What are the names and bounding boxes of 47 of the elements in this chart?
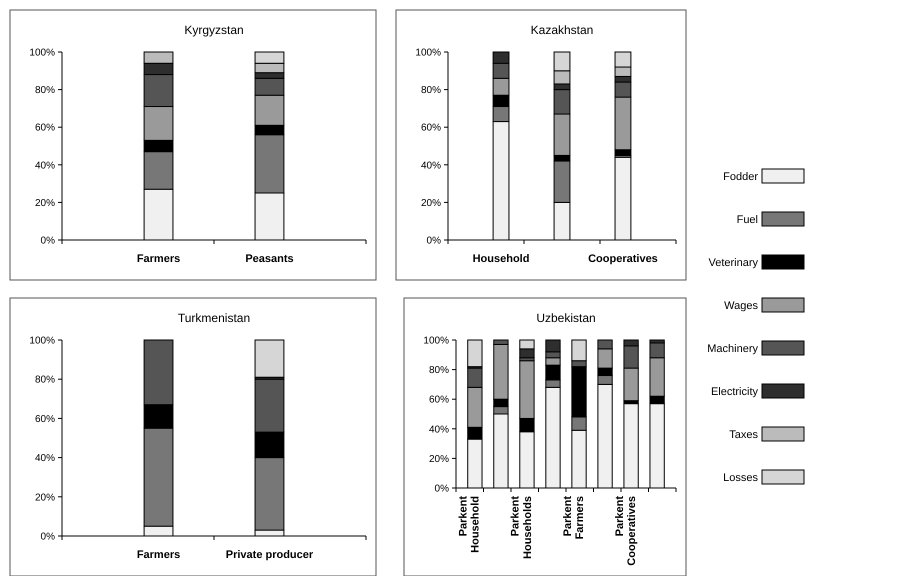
chart-title: Uzbekistan: [536, 311, 596, 325]
x-tick-label: Farmers: [136, 253, 180, 265]
legend-label: Veterinary: [708, 256, 758, 269]
chart-title: Turkmenistan: [178, 311, 250, 325]
y-tick-label: 60%: [34, 414, 56, 425]
y-tick-label: 20%: [420, 198, 442, 209]
y-tick-label: 100%: [423, 336, 450, 346]
x-tick-label: Parkent Cooperatives: [614, 496, 638, 566]
y-tick-label: 0%: [40, 236, 56, 246]
y-tick-label: 20%: [428, 454, 450, 465]
y-tick-label: 100%: [29, 48, 56, 58]
y-tick-label: 80%: [34, 85, 56, 96]
y-tick-label: 60%: [34, 122, 56, 134]
x-tick-label: Parkent Household: [458, 496, 482, 553]
x-tick-label: Parkent Households: [510, 496, 534, 559]
y-tick-label: 40%: [428, 424, 450, 436]
x-tick-label: Farmers: [136, 549, 180, 561]
chart-title: Kyrgyzstan: [184, 23, 244, 37]
y-tick-label: 0%: [434, 484, 450, 494]
y-tick-label: 80%: [428, 365, 450, 376]
legend-label: Wages: [724, 300, 758, 312]
y-tick-label: 0%: [426, 236, 442, 246]
y-tick-label: 20%: [34, 198, 56, 209]
y-tick-label: 100%: [29, 336, 56, 346]
y-tick-label: 40%: [34, 453, 56, 464]
legend-label: Fodder: [723, 170, 758, 183]
legend-label: Machinery: [707, 342, 758, 355]
y-tick-label: 80%: [420, 85, 442, 96]
legend-label: Taxes: [729, 428, 758, 441]
y-tick-label: 40%: [34, 160, 56, 172]
chart-title: Kazakhstan: [530, 23, 594, 37]
y-tick-label: 60%: [428, 394, 450, 406]
x-tick-label: Parkent Farmers: [562, 496, 586, 540]
x-tick-label: Private producer: [226, 549, 314, 561]
x-tick-label: Cooperatives: [588, 253, 658, 265]
legend-label: Losses: [723, 472, 758, 484]
bar: [254, 340, 284, 378]
y-tick-label: 60%: [420, 122, 442, 134]
legend-label: Electricity: [710, 386, 758, 398]
x-tick-label: Household: [472, 253, 530, 265]
x-tick-label: Peasants: [245, 253, 294, 265]
y-tick-label: 100%: [415, 48, 442, 58]
y-tick-label: 0%: [40, 532, 56, 542]
y-tick-label: 20%: [34, 492, 56, 504]
y-tick-label: 40%: [420, 160, 442, 172]
legend-label: Fuel: [736, 214, 758, 226]
y-tick-label: 80%: [34, 374, 56, 386]
